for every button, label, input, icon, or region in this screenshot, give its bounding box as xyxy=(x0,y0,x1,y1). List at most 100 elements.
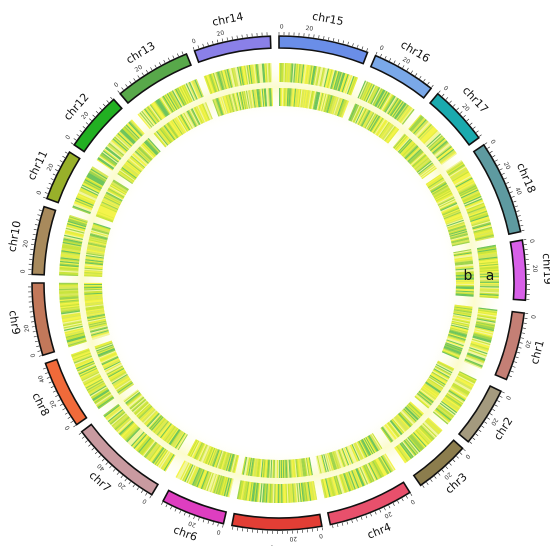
heatmap-cell xyxy=(427,378,444,389)
heatmap-cell xyxy=(141,440,155,456)
heatmap-cell xyxy=(110,183,127,194)
heatmap-cell xyxy=(148,414,162,429)
heatmap-cell xyxy=(473,225,492,232)
tick-label: 20 xyxy=(46,162,56,172)
tick-mark xyxy=(73,425,77,428)
heatmap-cell xyxy=(123,425,139,440)
heatmap-cell xyxy=(87,245,106,250)
heatmap-cell xyxy=(478,255,498,260)
tick-mark xyxy=(32,233,36,236)
tick-mark xyxy=(519,342,523,344)
heatmap-cell xyxy=(419,390,435,402)
heatmap-cell xyxy=(347,445,356,463)
heatmap-cell xyxy=(133,152,148,166)
heatmap-cell xyxy=(446,161,464,174)
heatmap-cell xyxy=(103,361,121,371)
heatmap-cell xyxy=(471,340,490,348)
heatmap-cell xyxy=(146,413,160,428)
heatmap-cell xyxy=(416,393,432,406)
heatmap-cell xyxy=(332,70,339,90)
heatmap-cell xyxy=(113,376,130,387)
heatmap-cell xyxy=(176,116,188,133)
heatmap-cell xyxy=(443,347,461,356)
heatmap-cell xyxy=(449,232,468,238)
heatmap-cell xyxy=(325,453,331,472)
tick-mark xyxy=(463,114,466,118)
heatmap-cell xyxy=(437,360,455,370)
heatmap-cell xyxy=(477,312,497,318)
heatmap-cell xyxy=(466,355,485,364)
heatmap-cell xyxy=(332,451,340,469)
heatmap-cell xyxy=(223,477,230,497)
heatmap-cell xyxy=(445,217,464,225)
tick-mark xyxy=(55,169,58,172)
heatmap-cell xyxy=(187,82,197,101)
heatmap-cell xyxy=(478,254,498,258)
heatmap-cell xyxy=(479,263,499,267)
heatmap-cell xyxy=(85,176,104,188)
heatmap-cell xyxy=(426,380,442,392)
heatmap-cell xyxy=(88,320,107,326)
heatmap-cell xyxy=(479,266,499,269)
heatmap-cell xyxy=(378,91,389,109)
heatmap-cell xyxy=(287,459,290,478)
heatmap-cell xyxy=(401,108,414,125)
heatmap-cell xyxy=(97,210,115,218)
heatmap-cell xyxy=(451,170,469,182)
heatmap-cell xyxy=(66,335,86,342)
heatmap-cell xyxy=(478,309,498,314)
heatmap-cell xyxy=(150,416,164,431)
heatmap-cell xyxy=(469,347,488,355)
heatmap-cell xyxy=(136,149,151,163)
heatmap-chr17-track-b xyxy=(392,133,437,180)
heatmap-cell xyxy=(426,379,443,391)
heatmap-cell xyxy=(401,441,414,458)
heatmap-cell xyxy=(265,483,268,503)
tick-label: 20 xyxy=(289,535,297,542)
heatmap-cell xyxy=(402,143,417,158)
heatmap-cell xyxy=(236,480,242,500)
heatmap-cell xyxy=(175,433,187,450)
heatmap-cell xyxy=(467,352,486,361)
heatmap-cell xyxy=(307,65,312,85)
heatmap-cell xyxy=(465,356,484,365)
tick-mark xyxy=(31,326,35,328)
tick-mark xyxy=(129,81,132,84)
heatmap-cell xyxy=(479,294,499,298)
heatmap-cell xyxy=(429,375,446,387)
heatmap-cell xyxy=(477,248,497,253)
tick-mark xyxy=(522,327,526,329)
heatmap-cell xyxy=(417,392,433,405)
heatmap-cell xyxy=(310,481,315,501)
heatmap-cell xyxy=(107,143,124,157)
heatmap-cell xyxy=(213,72,221,91)
heatmap-cell xyxy=(63,323,83,329)
heatmap-cell xyxy=(422,423,437,438)
heatmap-cell xyxy=(73,355,92,364)
heatmap-cell xyxy=(306,481,311,501)
heatmap-cell xyxy=(430,373,447,384)
heatmap-cell xyxy=(299,482,303,502)
heatmap-cell xyxy=(396,414,409,430)
heatmap-cell xyxy=(336,98,344,116)
heatmap-cell xyxy=(112,374,129,386)
heatmap-cell xyxy=(479,295,499,299)
heatmap-cell xyxy=(312,66,318,86)
heatmap-cell xyxy=(66,226,85,233)
heatmap-cell xyxy=(289,63,293,83)
heatmap-cell xyxy=(399,139,413,154)
heatmap-cell xyxy=(365,437,376,454)
heatmap-cell xyxy=(161,126,173,143)
heatmap-cell xyxy=(410,434,424,450)
heatmap-cell xyxy=(363,83,373,102)
heatmap-cell xyxy=(426,418,442,433)
heatmap-cell xyxy=(130,156,145,169)
heatmap-cell xyxy=(81,185,99,195)
heatmap-cell xyxy=(404,439,418,455)
heatmap-cell xyxy=(352,105,362,123)
tick-mark xyxy=(520,337,524,339)
tick-mark xyxy=(501,172,505,175)
heatmap-cell xyxy=(456,282,475,285)
heatmap-cell xyxy=(223,95,230,114)
tick-label: 20 xyxy=(187,519,197,528)
